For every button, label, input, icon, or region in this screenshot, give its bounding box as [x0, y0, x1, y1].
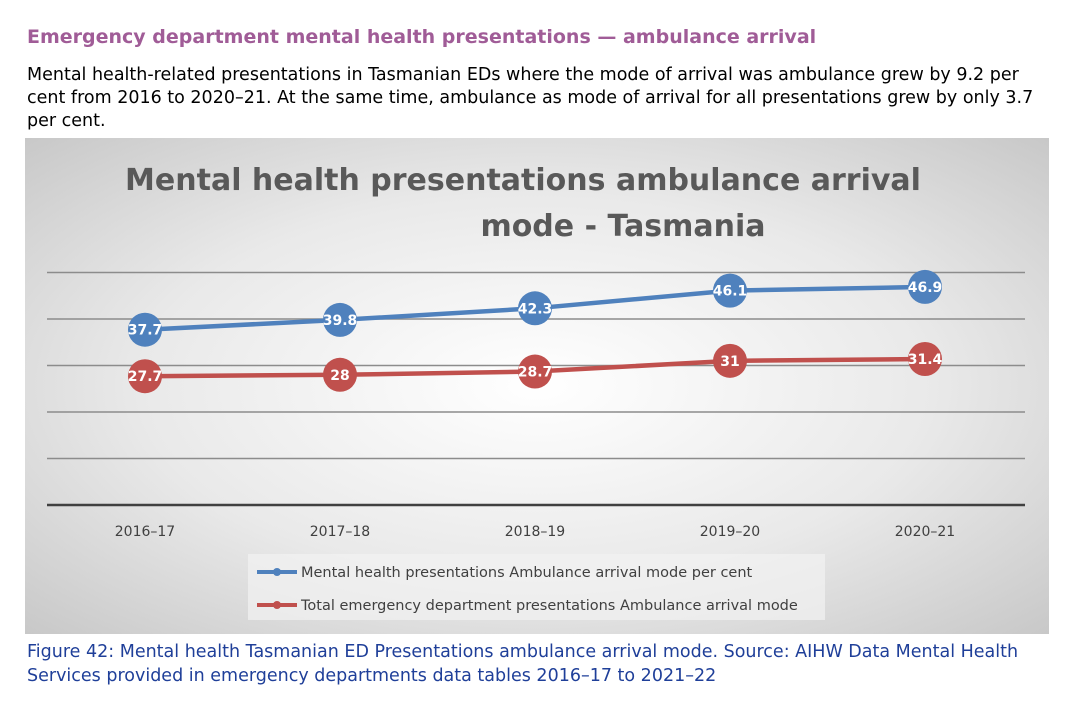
x-tick-label: 2017–18 [310, 524, 370, 540]
legend: Mental health presentations Ambulance ar… [248, 554, 825, 620]
x-tick-label: 2019–20 [700, 524, 760, 540]
data-label: 31.4 [908, 352, 943, 368]
page-heading: Emergency department mental health prese… [27, 26, 817, 48]
data-markers: 37.7 39.8 42.3 46.1 46.9 27.7 28 28.7 31 31.4 [128, 269, 943, 394]
figure-caption: Figure 42: Mental health Tasmanian ED Pr… [27, 642, 1019, 686]
x-tick-label: 2020–21 [895, 524, 955, 540]
data-point [713, 343, 747, 378]
legend-marker-1 [273, 601, 281, 609]
legend-label-1: Total emergency department presentations… [300, 598, 798, 614]
data-point [908, 269, 942, 304]
data-point [128, 312, 162, 347]
legend-label-0: Mental health presentations Ambulance ar… [301, 565, 753, 581]
x-axis-ticks: 2016–17 2017–18 2018–19 2019–20 2020–21 [115, 524, 955, 540]
data-label: 46.9 [908, 280, 943, 296]
data-label: 42.3 [518, 301, 553, 317]
data-point [908, 341, 942, 376]
chart-area: Mental health presentations ambulance ar… [25, 138, 1049, 634]
data-point [323, 357, 357, 392]
data-label: 28 [330, 368, 349, 384]
chart-title-line-1: Mental health presentations ambulance ar… [125, 163, 921, 198]
data-label: 37.7 [128, 323, 163, 339]
data-point [128, 359, 162, 394]
data-point [323, 302, 357, 337]
intro-paragraph: Mental health-related presentations in T… [27, 65, 1034, 131]
data-point [713, 273, 747, 308]
data-label: 39.8 [323, 313, 358, 329]
x-tick-label: 2018–19 [505, 524, 565, 540]
data-label: 46.1 [713, 284, 748, 300]
legend-marker-0 [273, 568, 281, 576]
x-tick-label: 2016–17 [115, 524, 175, 540]
legend-background [248, 554, 825, 620]
chart-title-line-2: mode - Tasmania [480, 209, 765, 244]
data-label: 27.7 [128, 369, 163, 385]
data-point [518, 354, 552, 389]
line-chart: Mental health presentations ambulance ar… [47, 163, 1025, 620]
data-label: 31 [720, 354, 739, 370]
data-point [518, 291, 552, 326]
data-label: 28.7 [518, 365, 553, 381]
